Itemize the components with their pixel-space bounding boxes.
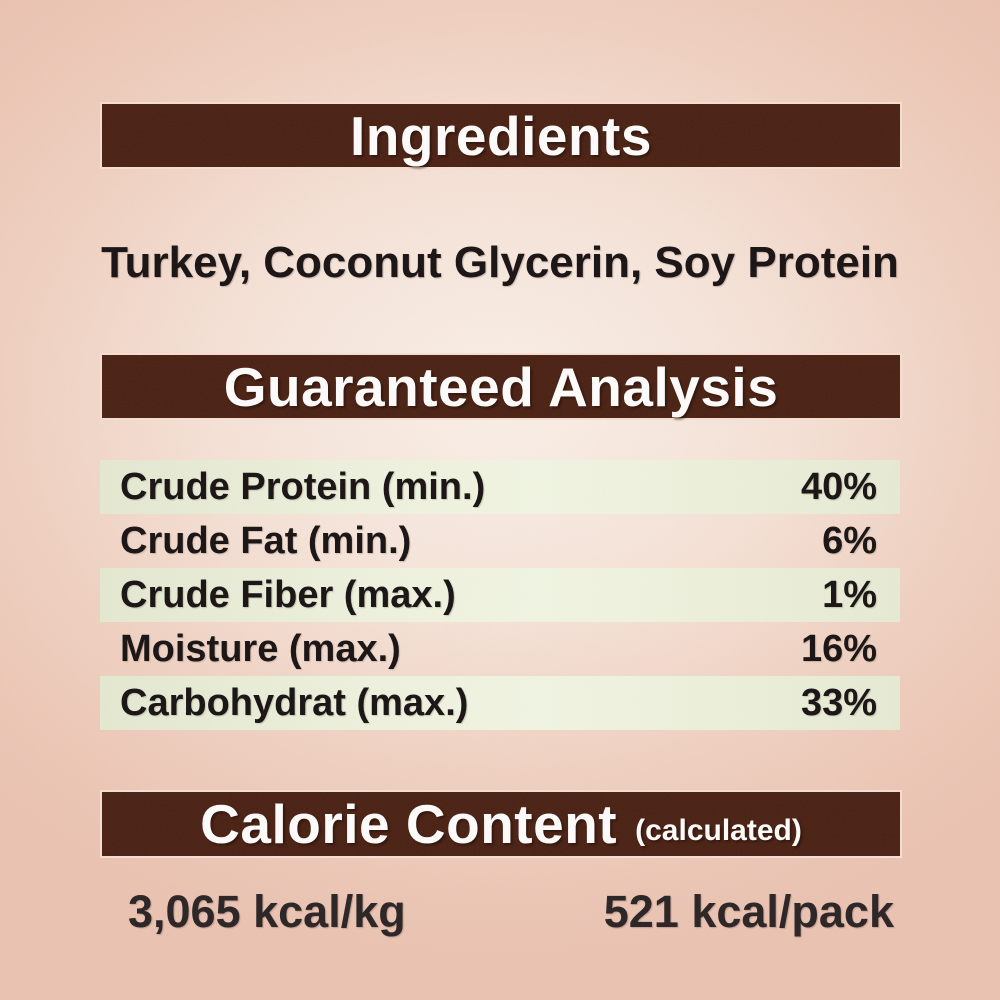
- ingredients-list: Turkey, Coconut Glycerin, Soy Protein: [101, 238, 899, 287]
- table-row: Carbohydrat (max.) 33%: [100, 676, 900, 730]
- calorie-content-header-bar: Calorie Content (calculated): [100, 790, 902, 858]
- calories-per-pack: 521 kcal/pack: [603, 886, 894, 937]
- calorie-values-row: 3,065 kcal/kg 521 kcal/pack: [100, 886, 900, 938]
- nutrient-name: Carbohydrat (max.): [120, 681, 469, 724]
- nutrient-name: Crude Fat (min.): [120, 519, 412, 562]
- nutrient-value: 6%: [822, 519, 877, 562]
- nutrient-name: Moisture (max.): [120, 627, 401, 670]
- guaranteed-analysis-title: Guaranteed Analysis: [223, 355, 779, 418]
- nutrient-value: 16%: [800, 627, 877, 670]
- nutrient-value: 33%: [800, 681, 877, 724]
- table-row: Crude Protein (min.) 40%: [100, 460, 900, 514]
- ingredients-title: Ingredients: [350, 104, 652, 167]
- nutrient-name: Crude Fiber (max.): [120, 573, 456, 616]
- guaranteed-analysis-header-bar: Guaranteed Analysis: [100, 353, 902, 420]
- table-row: Crude Fiber (max.) 1%: [100, 568, 900, 622]
- ingredients-header-bar: Ingredients: [100, 102, 902, 169]
- calorie-content-title: Calorie Content: [200, 793, 618, 855]
- nutrient-name: Crude Protein (min.): [120, 465, 486, 508]
- table-row: Crude Fat (min.) 6%: [100, 514, 900, 568]
- nutrient-value: 1%: [822, 573, 877, 616]
- calories-per-kg: 3,065 kcal/kg: [128, 886, 406, 937]
- nutrient-value: 40%: [800, 465, 877, 508]
- calorie-content-subtitle: (calculated): [635, 814, 802, 847]
- table-row: Moisture (max.) 16%: [100, 622, 900, 676]
- guaranteed-analysis-table: Crude Protein (min.) 40% Crude Fat (min.…: [100, 460, 900, 730]
